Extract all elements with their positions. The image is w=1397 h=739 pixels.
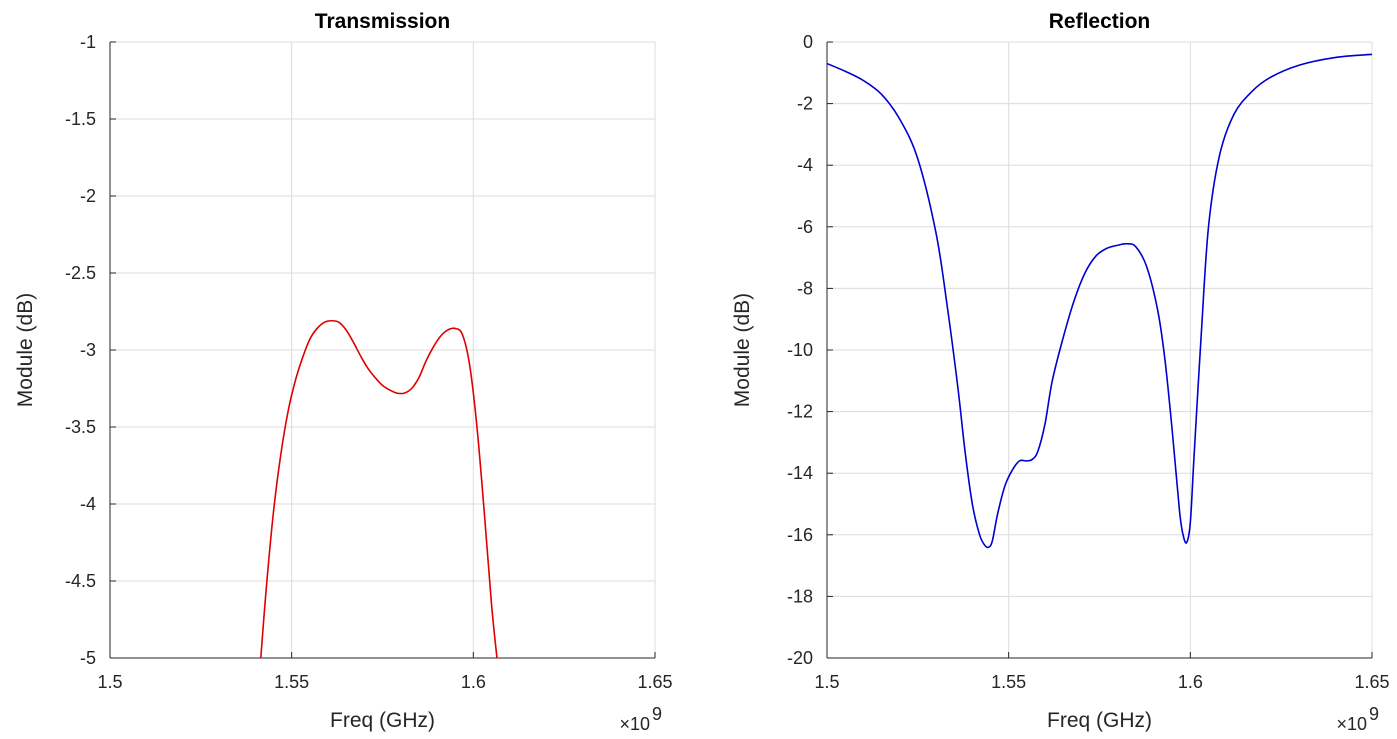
- x-axis-label: Freq (GHz): [330, 709, 435, 732]
- y-tick-label: 0: [803, 32, 813, 52]
- y-axis-label: Module (dB): [14, 293, 37, 407]
- y-tick-label: -6: [797, 217, 813, 237]
- y-tick-label: -4.5: [65, 571, 96, 591]
- y-tick-label: -4: [797, 155, 813, 175]
- y-tick-label: -10: [787, 340, 813, 360]
- y-tick-label: -2: [797, 94, 813, 114]
- y-tick-label: -1.5: [65, 109, 96, 129]
- y-tick-label: -16: [787, 525, 813, 545]
- y-tick-label: -5: [80, 648, 96, 668]
- x-tick-label: 1.6: [461, 672, 486, 692]
- x-tick-label: 1.55: [274, 672, 309, 692]
- y-tick-label: -3.5: [65, 417, 96, 437]
- x-axis-multiplier-exponent: 9: [1369, 704, 1379, 724]
- x-tick-label: 1.55: [991, 672, 1026, 692]
- x-axis-label: Freq (GHz): [1047, 709, 1152, 732]
- x-tick-label: 1.5: [97, 672, 122, 692]
- x-tick-label: 1.5: [814, 672, 839, 692]
- x-axis-multiplier: ×10: [1336, 714, 1367, 734]
- x-axis-multiplier: ×10: [619, 714, 650, 734]
- y-tick-label: -20: [787, 648, 813, 668]
- y-tick-label: -18: [787, 586, 813, 606]
- y-tick-label: -4: [80, 494, 96, 514]
- y-tick-label: -8: [797, 278, 813, 298]
- chart-transmission: 1.5 1.55 1.6 1.65 -1 -1.5 -2 -2.5 -3 -3.5 -4 -4.5 -5…: [14, 10, 673, 734]
- series-line: [826, 53, 1373, 549]
- y-tick-label: -12: [787, 402, 813, 422]
- chart-reflection: 1.5 1.55 1.6 1.65 0 -2 -4 -6 -8 -10 -12 -14 -16 -18 -2…: [731, 10, 1390, 734]
- x-tick-label: 1.6: [1178, 672, 1203, 692]
- chart-title: Reflection: [1049, 10, 1151, 33]
- y-tick-label: -2.5: [65, 263, 96, 283]
- y-axis-label: Module (dB): [731, 293, 754, 407]
- chart-title: Transmission: [315, 10, 450, 33]
- x-tick-label: 1.65: [1354, 672, 1389, 692]
- x-axis-multiplier-exponent: 9: [652, 704, 662, 724]
- y-tick-label: -1: [80, 32, 96, 52]
- y-tick-label: -3: [80, 340, 96, 360]
- x-tick-label: 1.65: [637, 672, 672, 692]
- y-tick-label: -2: [80, 186, 96, 206]
- y-tick-label: -14: [787, 463, 813, 483]
- series-line: [259, 319, 498, 659]
